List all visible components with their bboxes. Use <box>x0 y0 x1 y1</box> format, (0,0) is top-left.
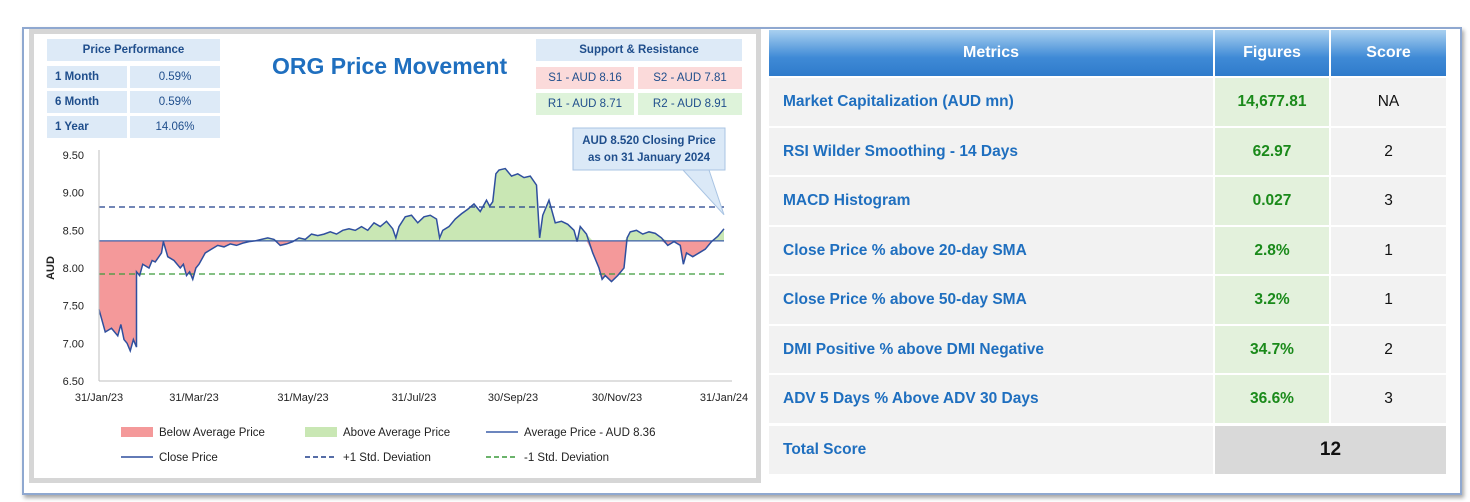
metric-row: Close Price % above 20-day SMA 2.8% 1 <box>769 226 1446 275</box>
metric-score: NA <box>1331 78 1446 126</box>
metric-row: Close Price % above 50-day SMA 3.2% 1 <box>769 276 1446 324</box>
metric-row: DMI Positive % above DMI Negative 34.7% 2 <box>769 325 1446 374</box>
legend-label: +1 Std. Deviation <box>343 452 431 464</box>
figures-header: Figures <box>1215 30 1329 76</box>
metric-figure: 2.8% <box>1215 226 1329 275</box>
metric-name: ADV 5 Days % Above ADV 30 Days <box>769 375 1213 423</box>
x-tick-label: 30/Sep/23 <box>488 392 538 404</box>
resistance-r2: R2 - AUD 8.91 <box>638 93 742 115</box>
total-score-label: Total Score <box>769 426 1213 474</box>
metric-row: ADV 5 Days % Above ADV 30 Days 36.6% 3 <box>769 375 1446 423</box>
price-chart: 9.50 9.00 8.50 8.00 7.50 7.00 6.50 AUD 31/Jan/23… <box>45 127 748 464</box>
perf-value-1y: 14.06% <box>130 116 220 138</box>
y-tick-label: 8.00 <box>63 263 84 275</box>
metric-name: Close Price % above 50-day SMA <box>769 276 1213 324</box>
metric-figure: 62.97 <box>1215 127 1329 176</box>
x-tick-label: 30/Nov/23 <box>592 392 642 404</box>
metric-score: 1 <box>1331 226 1446 275</box>
total-score-row: Total Score 12 <box>769 426 1446 474</box>
y-tick-label: 7.00 <box>63 338 84 350</box>
score-header: Score <box>1331 30 1446 76</box>
metric-score: 1 <box>1331 276 1446 324</box>
metric-name: Market Capitalization (AUD mn) <box>769 78 1213 126</box>
x-tick-label: 31/May/23 <box>277 392 328 404</box>
metric-figure: 34.7% <box>1215 325 1329 374</box>
close-price-line <box>98 167 725 354</box>
callout-box <box>572 127 726 171</box>
resistance-r1: R1 - AUD 8.71 <box>536 93 634 115</box>
metric-name: RSI Wilder Smoothing - 14 Days <box>769 127 1213 176</box>
support-s2: S2 - AUD 7.81 <box>638 67 742 89</box>
legend-label: Above Average Price <box>343 427 450 439</box>
metrics-header: Metrics <box>769 30 1213 76</box>
metric-figure: 14,677.81 <box>1215 78 1329 126</box>
price-performance-title: Price Performance <box>47 39 220 61</box>
legend-label: Below Average Price <box>159 427 265 439</box>
metric-score: 3 <box>1331 375 1446 423</box>
perf-label-1y: 1 Year <box>47 116 127 138</box>
metric-figure: 0.027 <box>1215 177 1329 225</box>
perf-value-6m: 0.59% <box>130 91 220 113</box>
below-average-area <box>99 240 724 351</box>
callout-line-2: as on 31 January 2024 <box>588 152 711 164</box>
legend-swatch <box>121 427 153 437</box>
y-tick-label: 9.50 <box>63 150 84 162</box>
total-score-value: 12 <box>1215 426 1446 474</box>
metric-score: 3 <box>1331 177 1446 225</box>
perf-value-1m: 0.59% <box>130 66 220 88</box>
perf-label-6m: 6 Month <box>47 91 127 113</box>
legend-label: Average Price - AUD 8.36 <box>524 427 655 439</box>
y-tick-label: 7.50 <box>63 301 84 313</box>
metric-score: 2 <box>1331 325 1446 374</box>
y-tick-label: 6.50 <box>63 376 84 388</box>
above-average-area <box>99 168 724 241</box>
metric-row: MACD Histogram 0.027 3 <box>769 177 1446 225</box>
chart-title: ORG Price Movement <box>272 53 508 79</box>
metric-name: Close Price % above 20-day SMA <box>769 226 1213 275</box>
y-tick-label: 9.00 <box>63 188 84 200</box>
metric-figure: 3.2% <box>1215 276 1329 324</box>
metric-row: RSI Wilder Smoothing - 14 Days 62.97 2 <box>769 127 1446 176</box>
metric-row: Market Capitalization (AUD mn) 14,677.81 N… <box>769 78 1446 126</box>
y-tick-label: 8.50 <box>63 225 84 237</box>
metric-name: DMI Positive % above DMI Negative <box>769 325 1213 374</box>
legend-swatch <box>305 427 337 437</box>
callout-pointer <box>681 169 725 216</box>
x-tick-label: 31/Mar/23 <box>169 392 219 404</box>
legend-label: Close Price <box>159 452 218 464</box>
perf-label-1m: 1 Month <box>47 66 127 88</box>
callout-line-1: AUD 8.520 Closing Price <box>582 135 716 147</box>
x-tick-label: 31/Jan/23 <box>75 392 123 404</box>
x-tick-label: 31/Jan/24 <box>700 392 748 404</box>
legend-label: -1 Std. Deviation <box>524 452 609 464</box>
metric-name: MACD Histogram <box>769 177 1213 225</box>
support-s1: S1 - AUD 8.16 <box>536 67 634 89</box>
y-axis-label: AUD <box>45 256 57 280</box>
metric-score: 2 <box>1331 127 1446 176</box>
x-tick-label: 31/Jul/23 <box>392 392 437 404</box>
support-resistance-title: Support & Resistance <box>536 39 742 61</box>
metric-figure: 36.6% <box>1215 375 1329 423</box>
